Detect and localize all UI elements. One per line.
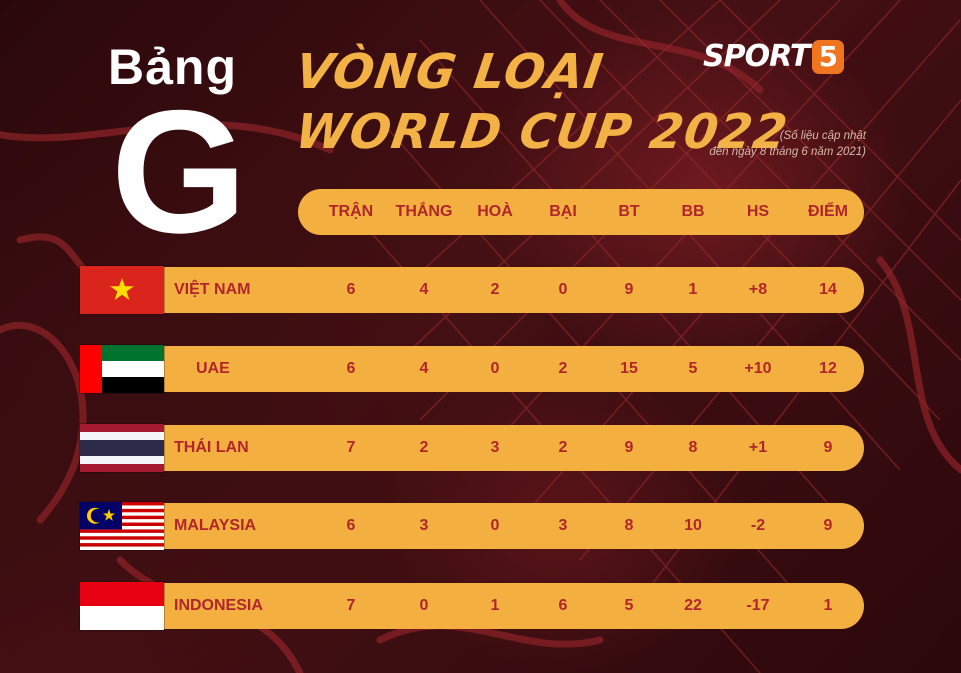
stat-cell: 10 <box>684 517 702 534</box>
uae-flag <box>80 345 164 393</box>
update-note-line-1: (Số liệu cập nhật <box>779 130 866 142</box>
team-name: INDONESIA <box>174 597 263 614</box>
logo-number-badge: 5 <box>812 40 845 74</box>
stat-cell: 3 <box>558 517 568 534</box>
column-header: HS <box>746 203 770 220</box>
team-row <box>140 267 864 313</box>
stat-cell: -2 <box>750 517 766 534</box>
stat-cell: 8 <box>624 517 634 534</box>
team-name: THÁI LAN <box>174 439 249 456</box>
stat-cell: 3 <box>490 439 500 456</box>
stat-cell: 5 <box>624 597 634 614</box>
malaysia-flag <box>80 502 164 550</box>
team-row <box>140 425 864 471</box>
stat-cell: 6 <box>346 360 356 377</box>
team-row <box>140 346 864 392</box>
stat-cell: -17 <box>746 597 770 614</box>
team-name: VIỆT NAM <box>174 281 251 298</box>
column-header: TRẬN <box>328 203 374 220</box>
title-line-1: VÒNG LOẠI <box>292 44 608 100</box>
stat-cell: 4 <box>419 360 429 377</box>
stat-cell: 22 <box>684 597 702 614</box>
stat-cell: 0 <box>558 281 568 298</box>
stat-cell: 1 <box>823 597 833 614</box>
stat-cell: 0 <box>419 597 429 614</box>
group-heading-label: Bảng <box>108 39 237 95</box>
stat-cell: 0 <box>490 360 500 377</box>
stat-cell: 2 <box>558 360 568 377</box>
stat-cell: +8 <box>748 281 768 298</box>
sport5-logo: SPORT 5 <box>703 38 845 76</box>
update-note: (Số liệu cập nhật đến ngày 8 tháng 6 năm… <box>709 128 866 160</box>
stat-cell: 7 <box>346 439 356 456</box>
team-name: UAE <box>196 360 230 377</box>
stat-cell: 15 <box>620 360 638 377</box>
indonesia-flag <box>80 582 164 630</box>
stat-cell: 12 <box>819 360 837 377</box>
group-letter: G <box>110 75 248 270</box>
column-header: THẮNG <box>395 203 453 220</box>
stat-cell: 0 <box>490 517 500 534</box>
stat-cell: +10 <box>744 360 772 377</box>
column-header: ĐIỂM <box>808 203 848 220</box>
thailand-flag <box>80 424 164 472</box>
vietnam-flag <box>80 266 164 314</box>
stat-cell: 1 <box>688 281 698 298</box>
stat-cell: +1 <box>748 439 768 456</box>
column-header-bar <box>298 189 864 235</box>
logo-text: SPORT <box>703 39 810 74</box>
stat-cell: 2 <box>558 439 568 456</box>
stat-cell: 1 <box>490 597 500 614</box>
stat-cell: 2 <box>419 439 429 456</box>
team-name: MALAYSIA <box>174 517 257 534</box>
stat-cell: 9 <box>624 439 634 456</box>
stat-cell: 7 <box>346 597 356 614</box>
stat-cell: 5 <box>688 360 698 377</box>
stat-cell: 3 <box>419 517 429 534</box>
team-row <box>140 583 864 629</box>
stat-cell: 9 <box>823 439 833 456</box>
column-header: BT <box>618 203 640 220</box>
team-row <box>140 503 864 549</box>
stat-cell: 2 <box>490 281 500 298</box>
stat-cell: 6 <box>346 281 356 298</box>
stat-cell: 9 <box>624 281 634 298</box>
stat-cell: 6 <box>346 517 356 534</box>
stat-cell: 4 <box>419 281 429 298</box>
column-header: BẠI <box>549 203 577 220</box>
stat-cell: 14 <box>819 281 837 298</box>
update-note-line-2: đến ngày 8 tháng 6 năm 2021) <box>709 146 866 158</box>
stat-cell: 6 <box>558 597 568 614</box>
stat-cell: 8 <box>688 439 698 456</box>
column-header: BB <box>681 203 705 220</box>
column-header: HOÀ <box>477 203 513 220</box>
stat-cell: 9 <box>823 517 833 534</box>
